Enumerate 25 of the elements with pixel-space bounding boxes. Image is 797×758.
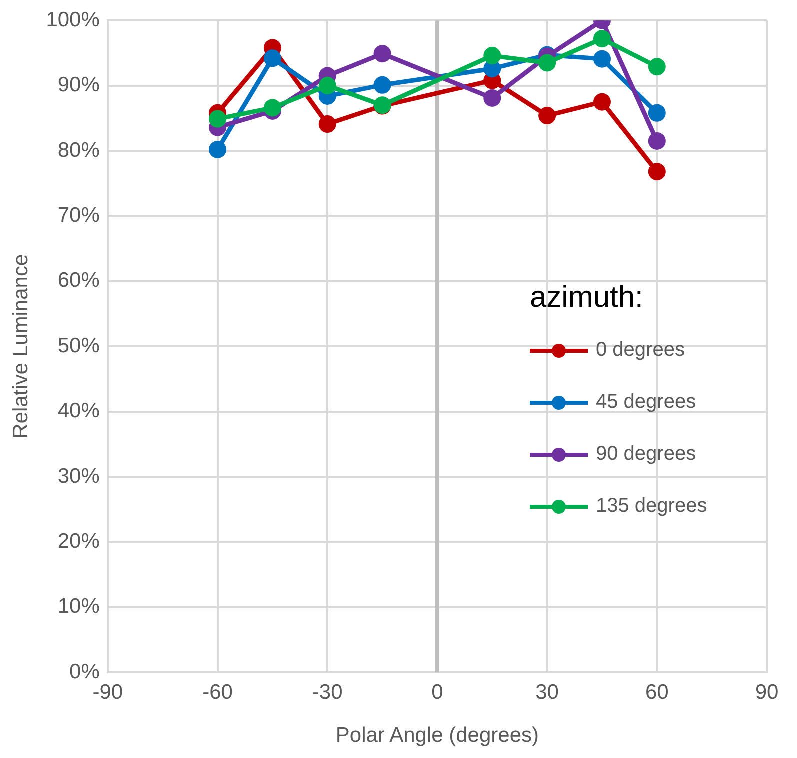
y-tick-label: 40% (58, 400, 100, 423)
y-tick-label: 100% (46, 8, 100, 32)
y-tick-label: 50% (58, 334, 100, 358)
legend-label: 0 degrees (596, 339, 685, 362)
x-tick-label: 30 (536, 680, 559, 704)
x-tick-label: 0 (432, 680, 444, 704)
x-tick-label: -90 (92, 680, 124, 704)
y-tick-label: 60% (58, 269, 100, 292)
x-axis-title: Polar Angle (degrees) (336, 724, 540, 748)
y-tick-label: 70% (58, 204, 100, 227)
x-tick-label: -30 (312, 680, 343, 704)
y-tick-label: 80% (58, 138, 100, 162)
x-tick-label: 90 (755, 680, 779, 704)
legend-label: 45 degrees (596, 391, 696, 414)
y-tick-label: 20% (58, 530, 100, 553)
x-tick-label: 60 (645, 680, 669, 704)
y-axis-title: Relative Luminance (9, 254, 32, 439)
legend-label: 135 degrees (596, 495, 708, 518)
y-tick-label: 90% (58, 74, 100, 97)
y-tick-label: 10% (58, 595, 100, 618)
x-tick-label: -60 (202, 680, 233, 704)
legend-label: 90 degrees (596, 443, 696, 466)
y-tick-label: 0% (70, 660, 100, 684)
legend-title: azimuth: (530, 280, 644, 315)
y-tick-label: 30% (58, 464, 100, 488)
